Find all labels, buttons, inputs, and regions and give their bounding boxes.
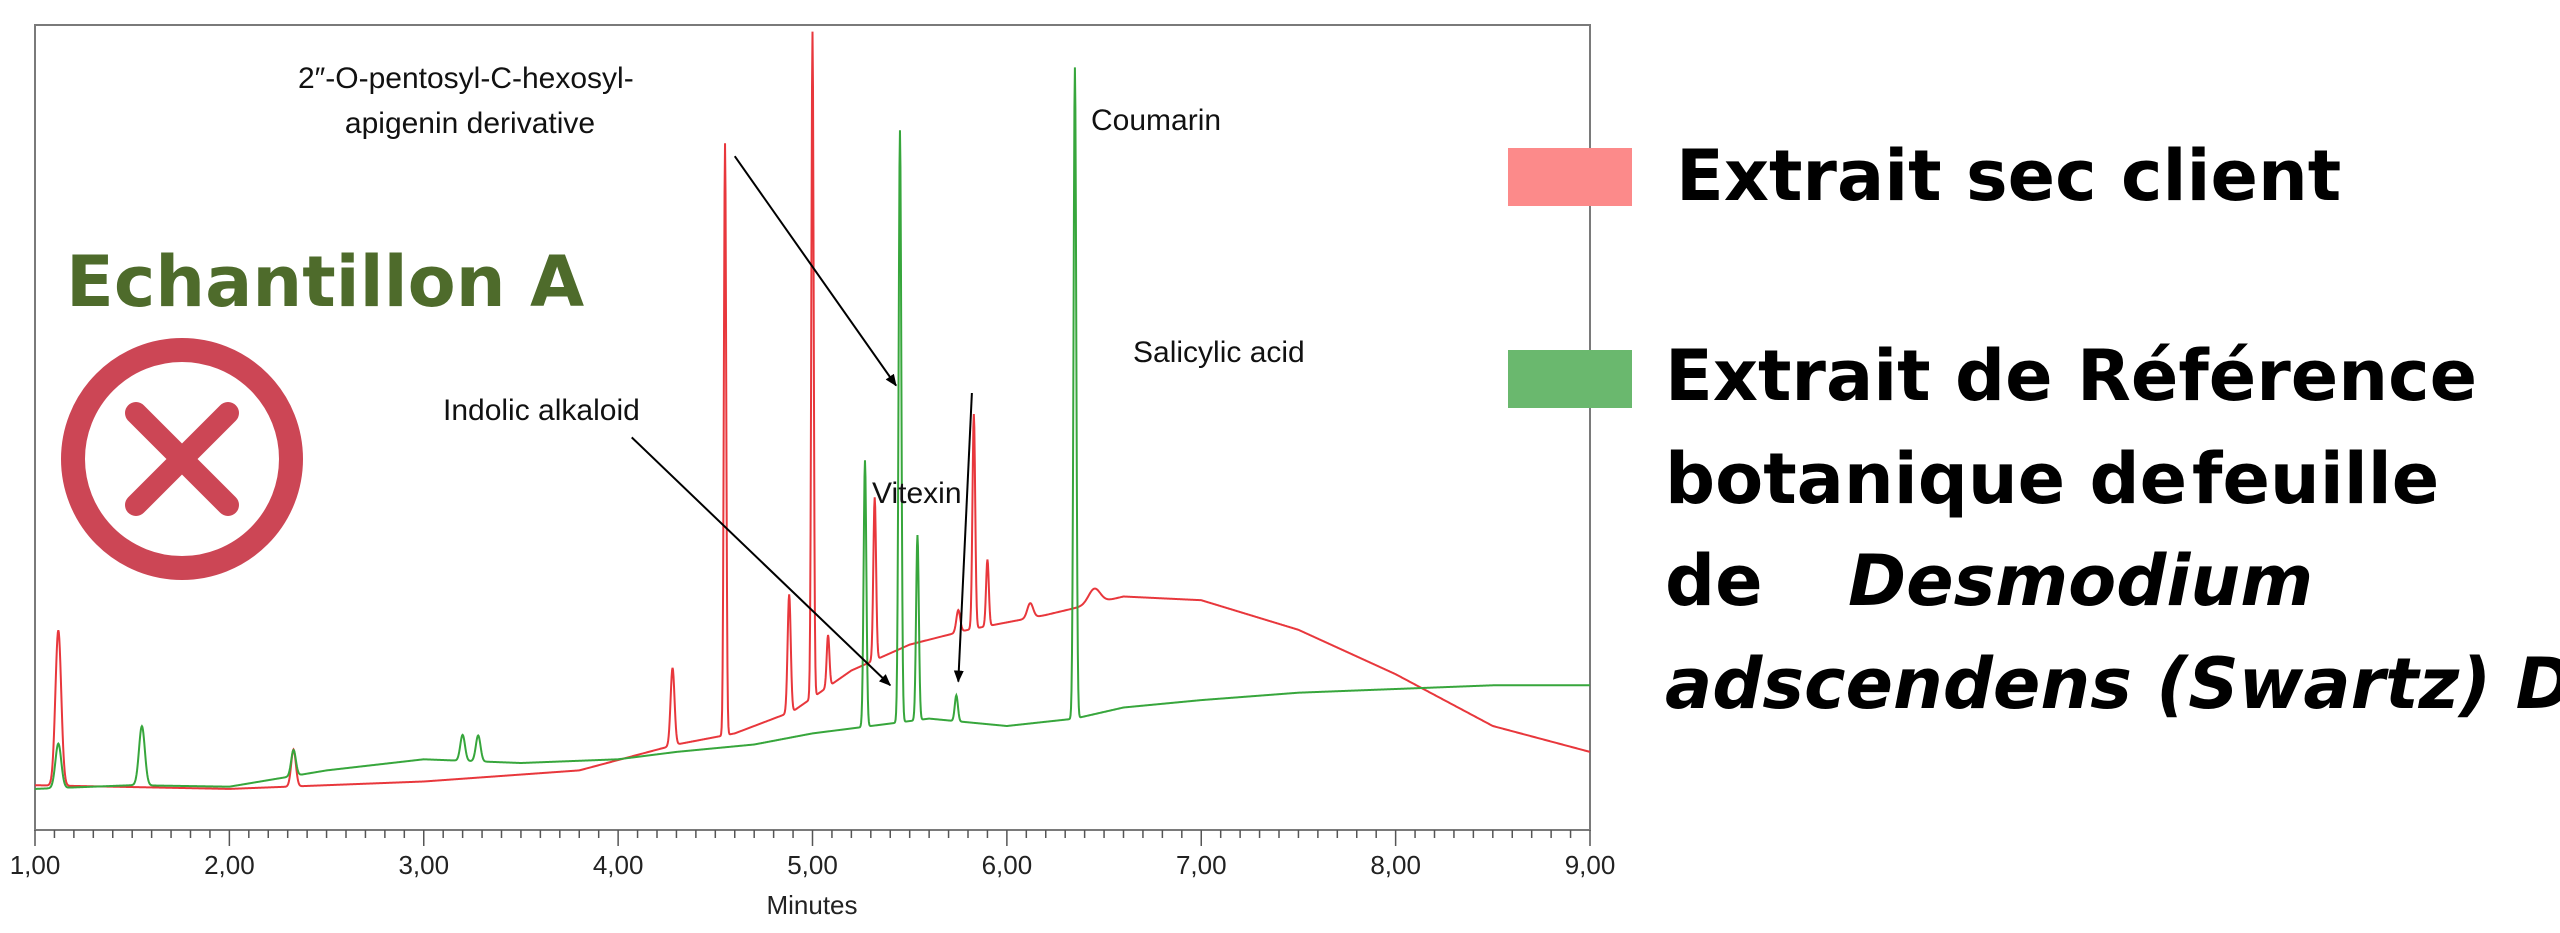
annotation-arrow-2 xyxy=(953,392,973,683)
annotation-arrow-0 xyxy=(733,155,897,387)
annotation-apigenin-line-2: apigenin derivative xyxy=(345,107,595,140)
legend-swatch-reference xyxy=(1508,350,1632,408)
annotation-apigenin-derivative: 2″-O-pentosyl-C-hexosyl- apigenin deriva… xyxy=(298,62,642,140)
x-tick-label: 9,00 xyxy=(1565,850,1616,880)
x-axis: 1,00 2,00 3,00 4,00 5,00 6,00 7,00 8,00 9,00 xyxy=(10,830,1616,880)
x-tick-label: 6,00 xyxy=(982,850,1033,880)
x-tick-label: 7,00 xyxy=(1176,850,1227,880)
legend: Extrait sec client Extrait de Référence … xyxy=(1508,135,2560,725)
legend-reference-line-4: adscendens (Swartz) DC. xyxy=(1665,643,2560,725)
legend-reference-line-2: botanique de feuille xyxy=(1665,438,2439,520)
x-tick-label: 5,00 xyxy=(787,850,838,880)
x-tick-label: 4,00 xyxy=(593,850,644,880)
legend-reference-line-1: Extrait de Référence xyxy=(1665,335,2477,417)
annotation-indolic-alkaloid: Indolic alkaloid xyxy=(443,394,640,427)
sample-title: Echantillon A xyxy=(66,241,584,323)
x-axis-label: Minutes xyxy=(766,890,857,920)
legend-label-client: Extrait sec client xyxy=(1676,135,2341,217)
annotation-vitexin: Vitexin xyxy=(872,477,962,510)
trace-series-1 xyxy=(34,67,1590,790)
legend-swatch-client xyxy=(1508,148,1632,206)
legend-client-text: Extrait sec client xyxy=(1676,135,2341,217)
legend-reference-line-3: de Desmodium xyxy=(1665,540,2313,622)
annotation-arrows xyxy=(631,155,973,687)
x-tick-label: 3,00 xyxy=(398,850,449,880)
chromatogram-traces xyxy=(34,31,1591,790)
cross-circle-icon xyxy=(61,338,303,580)
annotation-salicylic-acid: Salicylic acid xyxy=(1133,336,1305,369)
annotation-coumarin: Coumarin xyxy=(1091,104,1221,137)
annotation-apigenin-line-1: 2″-O-pentosyl-C-hexosyl- xyxy=(298,62,634,95)
x-tick-label: 8,00 xyxy=(1370,850,1421,880)
x-tick-label: 1,00 xyxy=(10,850,61,880)
x-tick-label: 2,00 xyxy=(204,850,255,880)
annotation-arrow-3 xyxy=(631,436,891,687)
